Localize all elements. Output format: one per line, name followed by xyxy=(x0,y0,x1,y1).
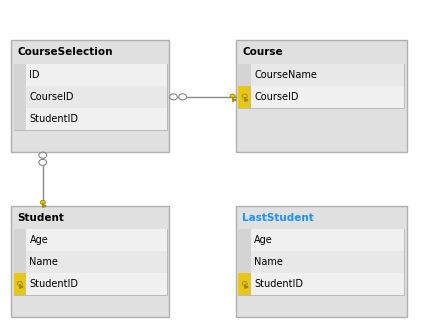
FancyBboxPatch shape xyxy=(238,86,404,108)
Text: StudentID: StudentID xyxy=(254,280,303,289)
FancyBboxPatch shape xyxy=(238,273,404,295)
Circle shape xyxy=(39,152,47,158)
FancyBboxPatch shape xyxy=(11,206,169,317)
Text: Name: Name xyxy=(254,257,283,267)
FancyBboxPatch shape xyxy=(238,251,404,273)
FancyBboxPatch shape xyxy=(238,251,251,273)
Circle shape xyxy=(242,94,247,98)
Circle shape xyxy=(17,281,22,285)
Circle shape xyxy=(40,200,45,204)
FancyBboxPatch shape xyxy=(14,86,167,108)
FancyBboxPatch shape xyxy=(238,64,251,86)
Text: Course: Course xyxy=(242,47,283,57)
FancyBboxPatch shape xyxy=(14,64,26,86)
Circle shape xyxy=(39,159,47,165)
Circle shape xyxy=(170,94,177,100)
Text: LastStudent: LastStudent xyxy=(242,213,314,222)
FancyBboxPatch shape xyxy=(14,64,167,130)
FancyBboxPatch shape xyxy=(14,86,26,108)
FancyBboxPatch shape xyxy=(14,251,26,273)
FancyBboxPatch shape xyxy=(236,40,407,152)
FancyBboxPatch shape xyxy=(14,229,26,251)
FancyBboxPatch shape xyxy=(238,229,251,251)
Text: Age: Age xyxy=(254,235,273,245)
FancyBboxPatch shape xyxy=(236,206,407,317)
FancyBboxPatch shape xyxy=(238,229,404,251)
Text: Age: Age xyxy=(30,235,48,245)
FancyBboxPatch shape xyxy=(14,108,167,130)
FancyBboxPatch shape xyxy=(238,64,404,86)
Text: CourseID: CourseID xyxy=(30,92,74,102)
FancyBboxPatch shape xyxy=(14,229,167,251)
Text: ID: ID xyxy=(30,70,40,80)
Text: CourseID: CourseID xyxy=(254,92,299,102)
Text: StudentID: StudentID xyxy=(30,114,78,124)
FancyBboxPatch shape xyxy=(238,229,404,295)
FancyBboxPatch shape xyxy=(14,273,26,295)
Text: Name: Name xyxy=(30,257,58,267)
FancyBboxPatch shape xyxy=(238,86,251,108)
Circle shape xyxy=(242,281,247,285)
Text: CourseSelection: CourseSelection xyxy=(17,47,113,57)
FancyBboxPatch shape xyxy=(238,64,404,108)
Text: Student: Student xyxy=(17,213,64,222)
Text: CourseName: CourseName xyxy=(254,70,317,80)
FancyBboxPatch shape xyxy=(14,108,26,130)
FancyBboxPatch shape xyxy=(11,40,169,152)
FancyBboxPatch shape xyxy=(14,229,167,295)
FancyBboxPatch shape xyxy=(14,273,167,295)
Circle shape xyxy=(179,94,187,100)
FancyBboxPatch shape xyxy=(14,64,167,86)
Circle shape xyxy=(230,94,235,98)
FancyBboxPatch shape xyxy=(14,251,167,273)
FancyBboxPatch shape xyxy=(238,273,251,295)
Text: StudentID: StudentID xyxy=(30,280,78,289)
